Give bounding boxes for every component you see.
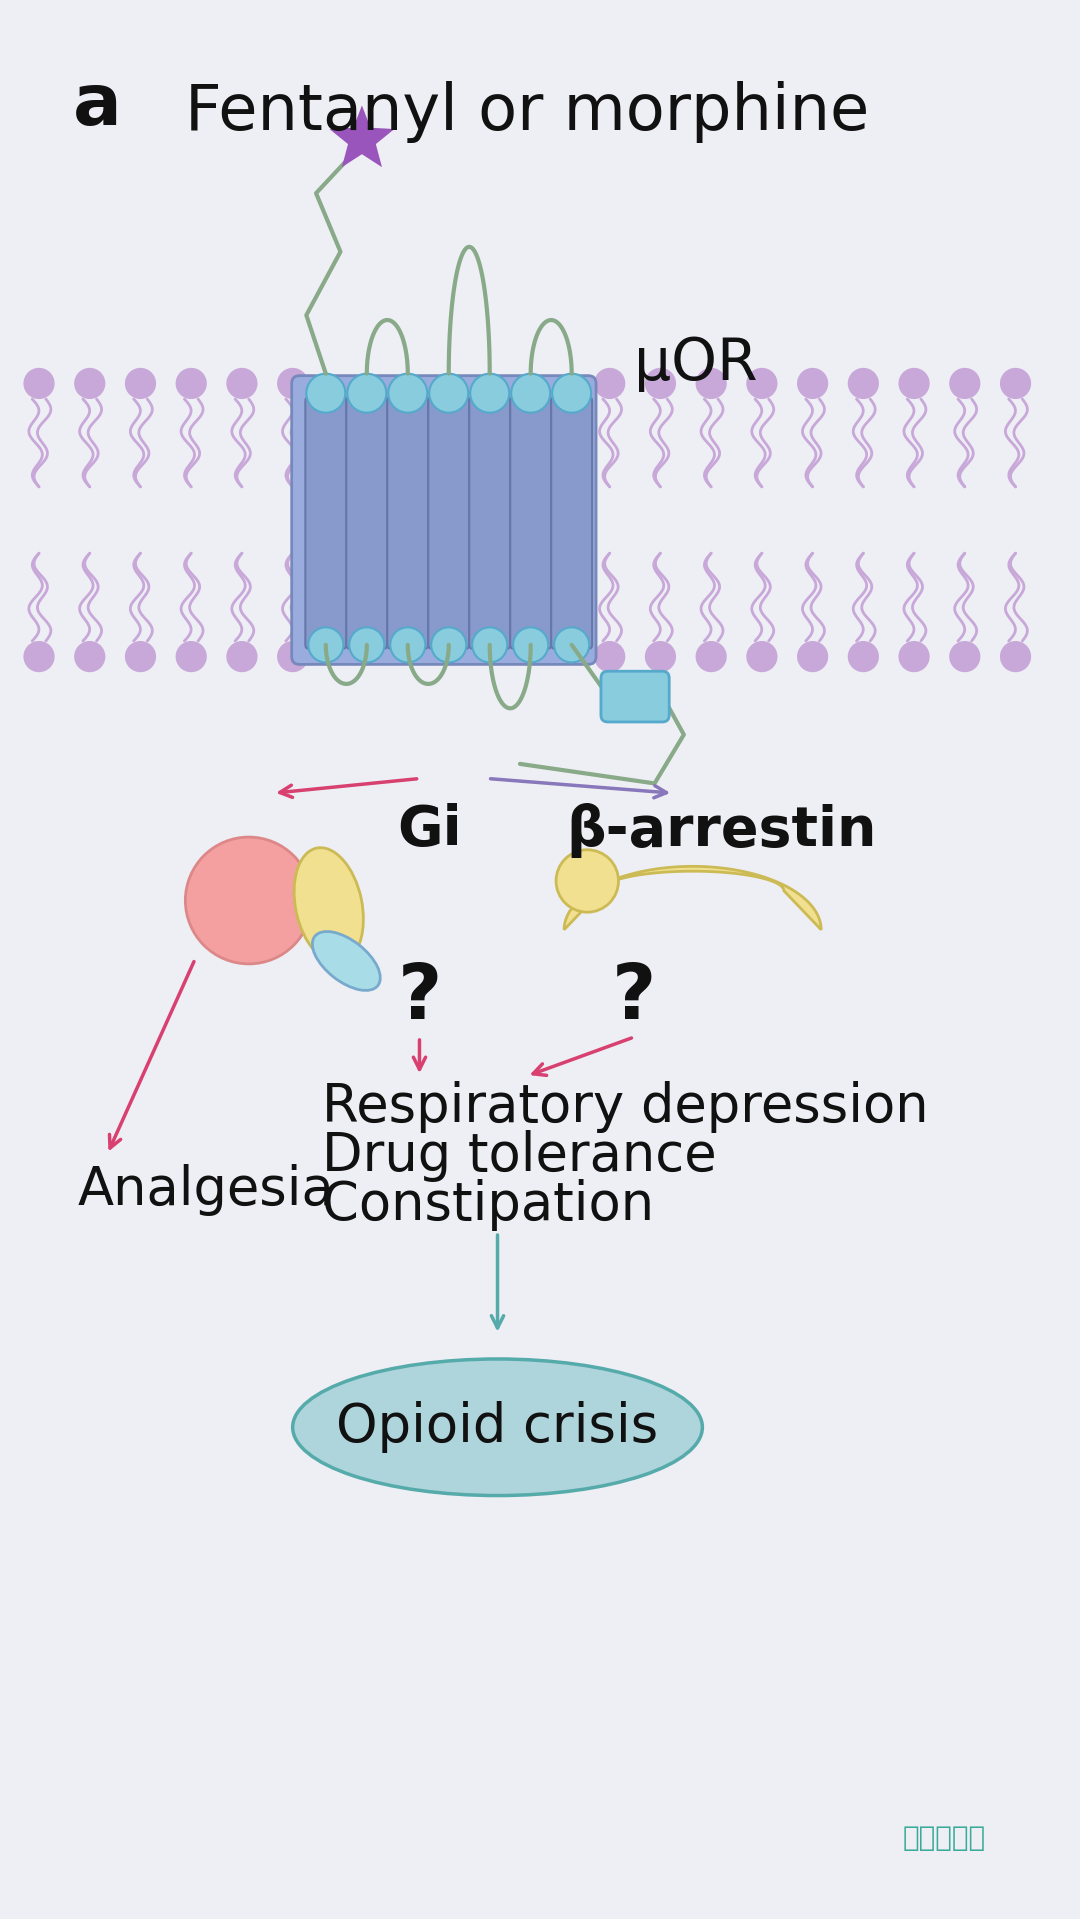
FancyBboxPatch shape — [347, 397, 388, 649]
Text: Constipation: Constipation — [322, 1178, 654, 1230]
Circle shape — [848, 641, 879, 672]
Ellipse shape — [293, 1359, 702, 1495]
Text: Opioid crisis: Opioid crisis — [336, 1401, 659, 1453]
Text: Analgesia: Analgesia — [78, 1165, 335, 1217]
Circle shape — [186, 837, 312, 963]
Text: Gi: Gi — [397, 802, 461, 858]
Circle shape — [746, 368, 778, 399]
Circle shape — [645, 368, 676, 399]
Text: ?: ? — [612, 961, 657, 1034]
Circle shape — [75, 641, 106, 672]
Text: ?: ? — [397, 961, 442, 1034]
Circle shape — [1000, 641, 1031, 672]
Circle shape — [594, 641, 625, 672]
Circle shape — [307, 374, 346, 413]
Circle shape — [278, 368, 308, 399]
Circle shape — [431, 628, 467, 662]
FancyBboxPatch shape — [388, 397, 429, 649]
Circle shape — [278, 641, 308, 672]
Circle shape — [429, 374, 469, 413]
FancyBboxPatch shape — [551, 397, 592, 649]
Circle shape — [308, 628, 343, 662]
Circle shape — [949, 368, 981, 399]
Text: β-arrestin: β-arrestin — [567, 802, 877, 858]
Circle shape — [746, 641, 778, 672]
Circle shape — [696, 641, 727, 672]
Circle shape — [75, 368, 106, 399]
Circle shape — [511, 374, 550, 413]
Circle shape — [552, 374, 591, 413]
Circle shape — [1000, 368, 1031, 399]
Circle shape — [24, 368, 55, 399]
Polygon shape — [564, 865, 821, 929]
Circle shape — [513, 628, 549, 662]
FancyBboxPatch shape — [510, 397, 551, 649]
FancyBboxPatch shape — [306, 397, 347, 649]
Circle shape — [348, 374, 387, 413]
Circle shape — [556, 850, 619, 912]
Circle shape — [176, 641, 206, 672]
Circle shape — [349, 628, 384, 662]
Text: Respiratory depression: Respiratory depression — [322, 1080, 929, 1132]
FancyBboxPatch shape — [469, 397, 510, 649]
Ellipse shape — [294, 848, 363, 963]
Text: 热爱收录库: 热爱收录库 — [902, 1823, 985, 1852]
Circle shape — [949, 641, 981, 672]
Circle shape — [390, 628, 426, 662]
Circle shape — [125, 368, 157, 399]
FancyBboxPatch shape — [429, 397, 469, 649]
Circle shape — [899, 641, 930, 672]
Circle shape — [848, 368, 879, 399]
Circle shape — [554, 628, 590, 662]
Text: Drug tolerance: Drug tolerance — [322, 1130, 716, 1182]
Text: Fentanyl or morphine: Fentanyl or morphine — [185, 81, 869, 144]
Circle shape — [899, 368, 930, 399]
Circle shape — [227, 641, 257, 672]
FancyBboxPatch shape — [292, 376, 596, 664]
Circle shape — [125, 641, 157, 672]
Circle shape — [797, 641, 828, 672]
Circle shape — [24, 641, 55, 672]
Circle shape — [797, 368, 828, 399]
Ellipse shape — [312, 931, 380, 990]
Circle shape — [470, 374, 510, 413]
Circle shape — [472, 628, 508, 662]
FancyBboxPatch shape — [600, 672, 670, 722]
Circle shape — [176, 368, 206, 399]
Circle shape — [594, 368, 625, 399]
Text: μOR: μOR — [634, 336, 758, 393]
Circle shape — [227, 368, 257, 399]
Text: a: a — [73, 71, 122, 140]
Circle shape — [645, 641, 676, 672]
Circle shape — [696, 368, 727, 399]
Polygon shape — [329, 106, 394, 167]
Circle shape — [389, 374, 428, 413]
